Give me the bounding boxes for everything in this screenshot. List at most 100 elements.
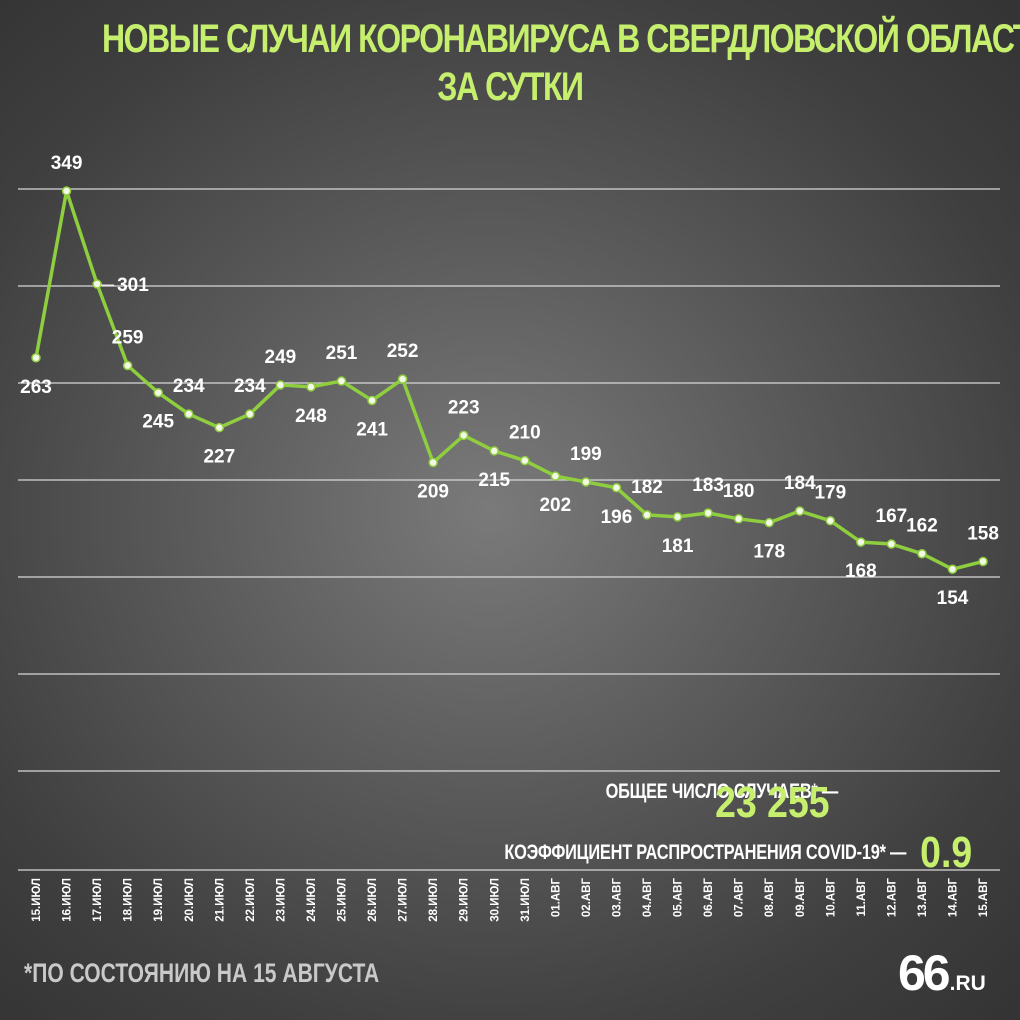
x-tick-label: 22.ИЮЛ [245, 878, 257, 922]
data-point [795, 506, 805, 516]
x-tick-label: 24.ИЮЛ [306, 878, 318, 922]
total-cases-label: ОБЩЕЕ ЧИСЛО СЛУЧАЕВ* — [605, 780, 839, 803]
data-label: 154 [937, 588, 969, 609]
total-cases-value-wrap: 23 255 [695, 778, 830, 828]
data-label: 210 [509, 423, 541, 444]
data-point [672, 512, 683, 522]
data-label: 179 [814, 483, 846, 504]
x-tick-label: 28.ИЮЛ [428, 878, 440, 922]
data-point [31, 353, 41, 363]
data-label: 215 [478, 470, 510, 491]
x-tick-label: 18.ИЮЛ [123, 878, 135, 922]
x-tick-label: 23.ИЮЛ [275, 878, 287, 922]
data-point [458, 430, 469, 441]
x-tick-label: 05.АВГ [673, 878, 685, 918]
data-label: 234 [173, 376, 205, 397]
data-point [825, 515, 836, 526]
data-point [275, 380, 286, 390]
spread-rate-row: КОЭФФИЦИЕНТ РАСПРОСТРАНЕНИЯ COVID-19* — … [391, 828, 972, 878]
x-tick-label: 01.АВГ [550, 878, 562, 918]
data-label: 162 [906, 516, 938, 537]
x-tick-label: 15.АВГ [978, 878, 990, 918]
data-label: 249 [265, 347, 297, 368]
data-point [306, 382, 316, 392]
data-label: 182 [631, 477, 663, 498]
data-point [245, 409, 255, 419]
x-tick-label: 11.АВГ [856, 878, 868, 917]
data-label: 178 [753, 542, 785, 563]
x-tick-label: 09.АВГ [795, 878, 807, 918]
x-tick-label: 30.ИЮЛ [489, 878, 501, 922]
x-tick-label: 26.ИЮЛ [367, 878, 379, 922]
data-label: 251 [326, 343, 358, 364]
x-tick-label: 10.АВГ [825, 878, 837, 918]
data-point [856, 537, 866, 547]
data-point [978, 556, 988, 567]
data-label: 199 [570, 444, 602, 465]
data-label: 223 [448, 397, 480, 418]
data-point [184, 409, 194, 419]
data-label: 183 [692, 475, 724, 496]
x-tick-label: 16.ИЮЛ [62, 878, 74, 922]
x-tick-label: 08.АВГ [764, 878, 776, 918]
x-tick-label: 04.АВГ [642, 878, 654, 918]
chart-title-line-1: НОВЫЕ СЛУЧАИ КОРОНАВИРУСА В СВЕРДЛОВСКОЙ… [102, 17, 1020, 61]
data-label: 168 [845, 561, 877, 582]
data-label: 209 [417, 482, 449, 503]
x-tick-label: 17.ИЮЛ [92, 878, 104, 922]
x-tick-label: 27.ИЮЛ [398, 878, 410, 922]
x-tick-label: 25.ИЮЛ [337, 878, 349, 922]
data-point [703, 508, 713, 518]
data-point [581, 477, 591, 487]
x-tick-label: 06.АВГ [703, 878, 715, 918]
data-point [733, 514, 744, 524]
x-tick-label: 29.ИЮЛ [459, 878, 471, 922]
chart-title-line-2: ЗА СУТКИ [437, 65, 584, 109]
data-point [550, 471, 561, 481]
site-logo: 66.RU [898, 944, 986, 1002]
x-tick-label: 02.АВГ [581, 878, 593, 918]
data-point [611, 483, 622, 493]
x-tick-label: 15.ИЮЛ [31, 878, 43, 922]
data-point [92, 279, 102, 289]
data-point [520, 455, 530, 466]
data-label: 263 [20, 377, 52, 398]
data-point [917, 548, 927, 559]
data-label: 158 [967, 523, 999, 544]
data-point [336, 376, 347, 386]
x-tick-label: 13.АВГ [917, 878, 929, 918]
data-point [428, 457, 438, 468]
footnote: *ПО СОСТОЯНИЮ НА 15 АВГУСТА [24, 958, 380, 988]
data-point [367, 395, 377, 406]
data-point [153, 387, 163, 398]
data-point [489, 446, 499, 456]
x-tick-label: 19.ИЮЛ [153, 878, 165, 922]
data-point [764, 517, 774, 528]
data-label: 349 [51, 153, 83, 174]
data-label: 248 [295, 406, 327, 427]
data-point [642, 510, 652, 520]
data-point [214, 422, 225, 433]
x-tick-label: 14.АВГ [948, 878, 960, 918]
data-point [947, 564, 958, 574]
data-label: 180 [723, 481, 755, 502]
data-point [61, 186, 72, 196]
data-label: 184 [784, 473, 816, 494]
data-label: 196 [601, 507, 633, 528]
data-label: 241 [356, 419, 388, 440]
data-label: 259 [112, 328, 144, 349]
x-tick-label: 03.АВГ [611, 878, 623, 918]
data-point [886, 539, 897, 549]
data-label: 227 [203, 447, 235, 468]
data-point [397, 374, 408, 384]
data-label: 245 [142, 412, 174, 433]
data-label: 301 [117, 275, 149, 296]
data-label: 181 [662, 536, 694, 557]
data-label: 234 [234, 376, 266, 397]
x-tick-label: 31.ИЮЛ [520, 878, 532, 922]
x-tick-label: 20.ИЮЛ [184, 878, 196, 922]
spread-rate-value: 0.9 [920, 828, 972, 877]
data-label: 252 [387, 341, 419, 362]
logo-main: 66 [898, 945, 951, 1001]
